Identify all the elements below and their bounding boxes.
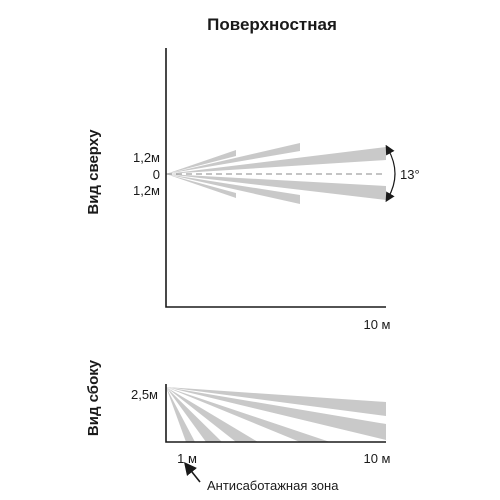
top-view: Вид сверху 13° 1,2м 0 1,2м 10 м <box>85 48 420 332</box>
upper-width-label: 1,2м <box>133 150 160 165</box>
beam-upper-short <box>166 150 236 174</box>
anti-tamper-zone-label: Антисаботажная зона <box>207 478 339 493</box>
side-view-axes <box>165 384 386 443</box>
near-distance-label: 1 м <box>177 451 197 466</box>
height-label: 2,5м <box>131 387 158 402</box>
beam-upper-long <box>166 147 386 174</box>
angle-label: 13° <box>400 167 420 182</box>
side-beam-1 <box>166 387 386 416</box>
beam-lower-long <box>166 174 386 200</box>
anti-tamper-arrow <box>184 462 201 483</box>
far-distance-label: 10 м <box>363 451 390 466</box>
side-view: Вид сбоку 2,5м 1 м 10 м Антисаботажная з… <box>85 359 391 493</box>
lower-width-label: 1,2м <box>133 183 160 198</box>
side-beam-2 <box>166 387 386 440</box>
diagram-title: Поверхностная <box>207 15 337 34</box>
side-view-label: Вид сбоку <box>85 359 102 436</box>
top-view-beams <box>166 143 386 204</box>
beam-upper-mid <box>166 143 300 174</box>
side-beam-6 <box>166 387 195 442</box>
beam-lower-short <box>166 174 236 198</box>
side-view-beams <box>166 387 386 442</box>
top-range-label: 10 м <box>363 317 390 332</box>
top-view-axes <box>165 48 386 308</box>
top-view-label: Вид сверху <box>85 129 102 215</box>
side-beam-4 <box>166 387 258 442</box>
center-zero-label: 0 <box>153 167 160 182</box>
side-beam-5 <box>166 387 222 442</box>
side-beam-3 <box>166 387 330 442</box>
angle-arc <box>385 144 396 203</box>
beam-lower-mid <box>166 174 300 204</box>
